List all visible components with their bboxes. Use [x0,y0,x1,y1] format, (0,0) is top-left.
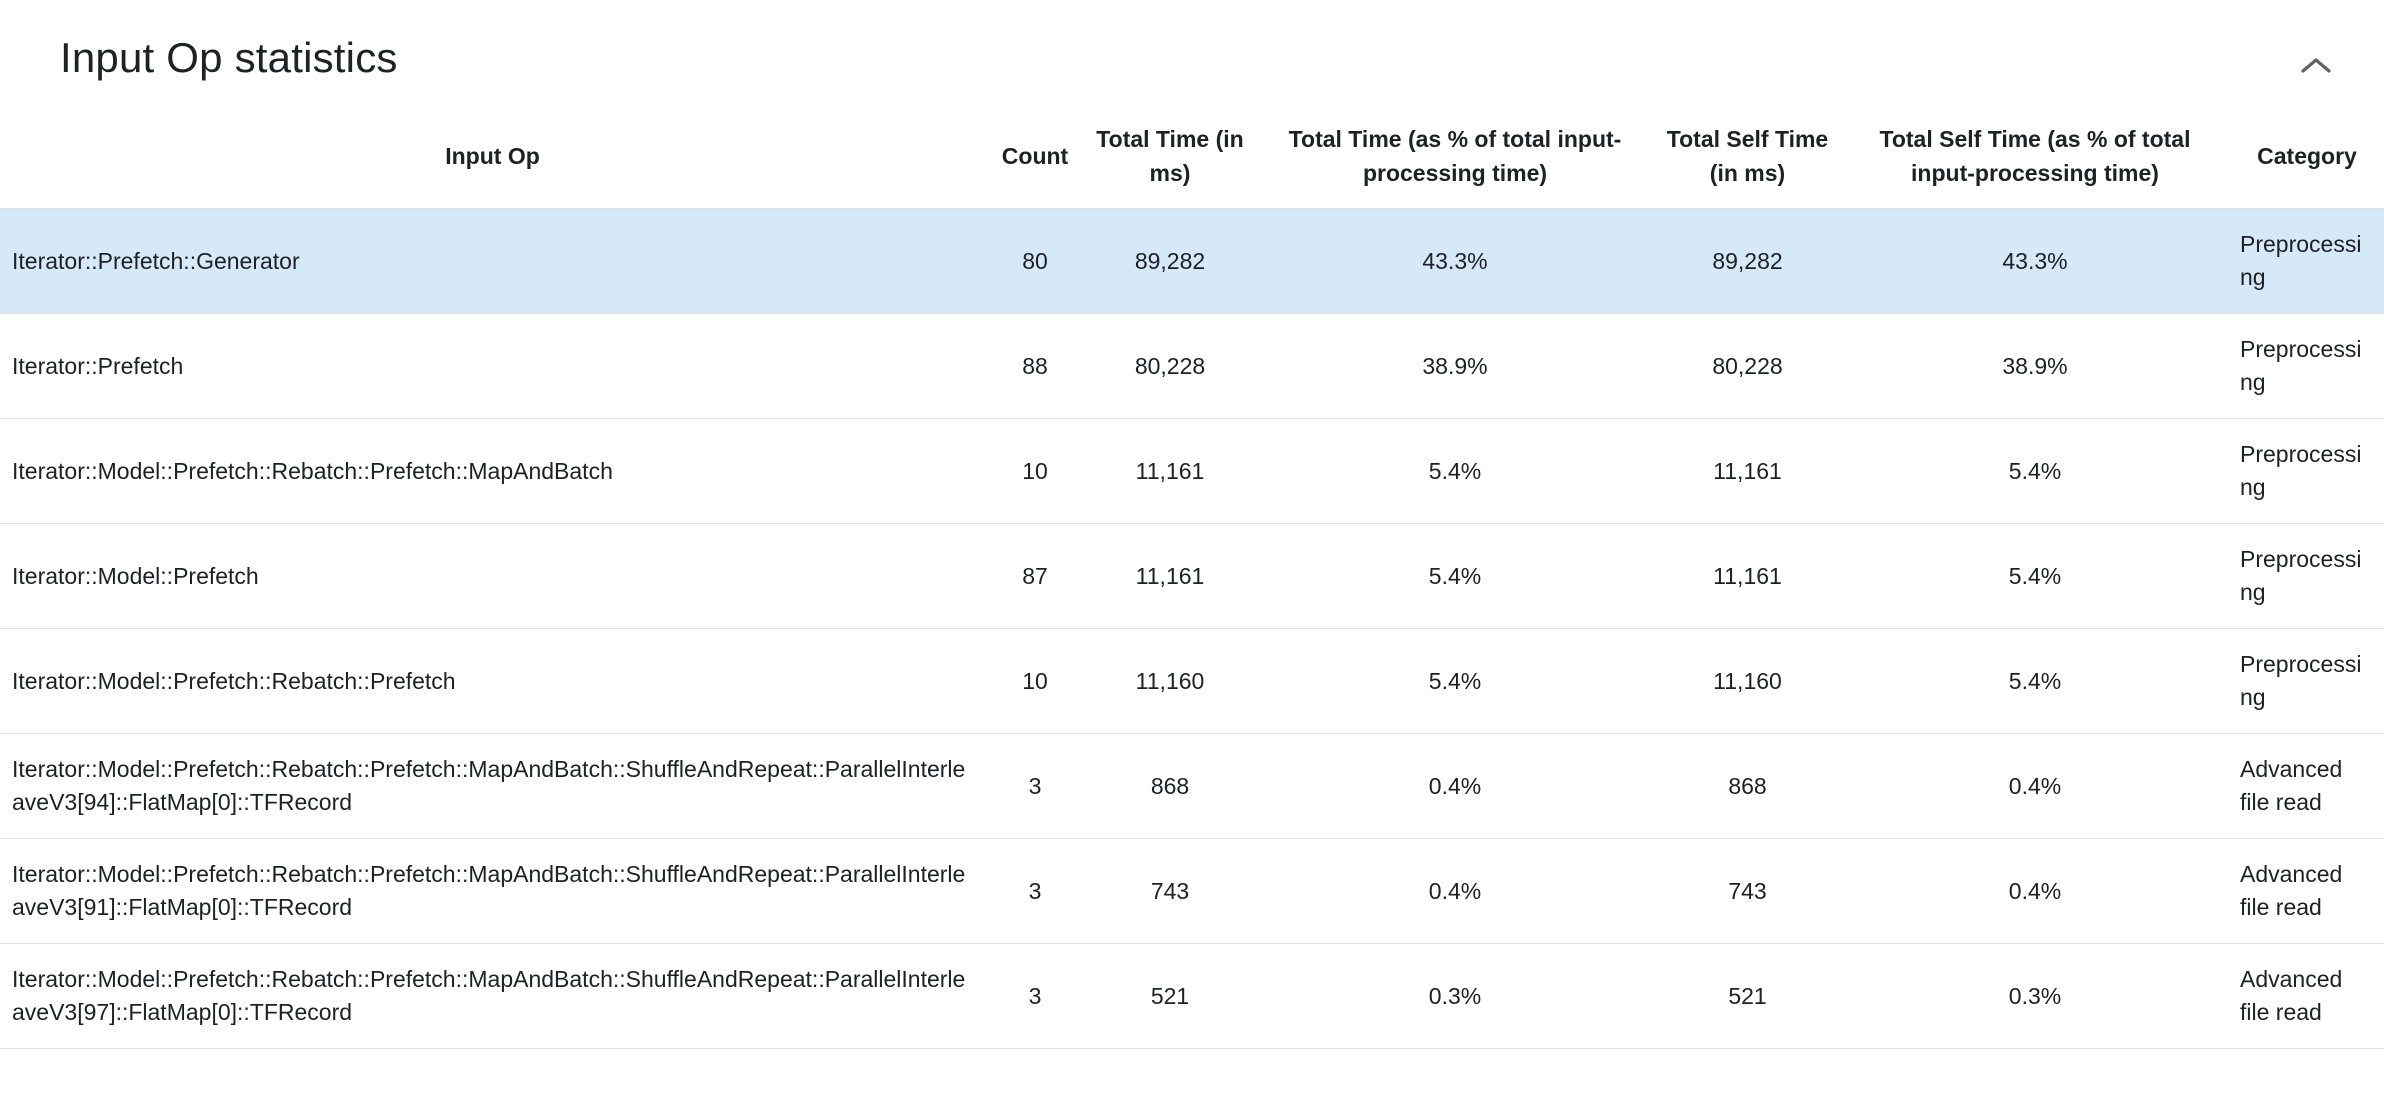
section-header: Input Op statistics [0,0,2384,108]
cell-count: 80 [985,208,1085,314]
table-row[interactable]: Iterator::Model::Prefetch::Rebatch::Pref… [0,943,2384,1049]
cell-category: Preprocessing [2230,523,2384,629]
cell-self-time: 743 [1655,838,1840,944]
cell-self-time: 11,161 [1655,523,1840,629]
cell-self-time-percent: 0.4% [1840,838,2230,944]
cell-total-time: 89,282 [1085,208,1255,314]
cell-total-time: 521 [1085,943,1255,1049]
cell-self-time-percent: 38.9% [1840,313,2230,419]
cell-total-time: 11,160 [1085,628,1255,734]
cell-count: 10 [985,628,1085,734]
cell-count: 88 [985,313,1085,419]
table-row[interactable]: Iterator::Prefetch 88 80,228 38.9% 80,228 38.… [0,313,2384,419]
cell-input-op: Iterator::Prefetch [0,313,985,419]
cell-total-time-percent: 5.4% [1255,523,1655,629]
cell-self-time-percent: 5.4% [1840,418,2230,524]
cell-total-time: 11,161 [1085,418,1255,524]
cell-total-time-percent: 0.3% [1255,943,1655,1049]
table-row[interactable]: Iterator::Model::Prefetch::Rebatch::Pref… [0,628,2384,734]
cell-self-time-percent: 5.4% [1840,628,2230,734]
cell-count: 3 [985,943,1085,1049]
cell-category: Advanced file read [2230,733,2384,839]
cell-self-time: 521 [1655,943,1840,1049]
cell-input-op: Iterator::Model::Prefetch::Rebatch::Pref… [0,628,985,734]
cell-self-time: 89,282 [1655,208,1840,314]
cell-count: 87 [985,523,1085,629]
column-header-count[interactable]: Count [1001,143,1069,169]
cell-self-time: 11,161 [1655,418,1840,524]
table-row[interactable]: Iterator::Model::Prefetch 87 11,161 5.4% 11,… [0,523,2384,629]
cell-category: Preprocessing [2230,418,2384,524]
table-header: Input Op Count Total Time (in ms) Total … [0,108,2384,209]
cell-category: Preprocessing [2230,208,2384,314]
cell-self-time-percent: 5.4% [1840,523,2230,629]
cell-count: 10 [985,418,1085,524]
cell-self-time-percent: 43.3% [1840,208,2230,314]
section-title: Input Op statistics [60,34,398,81]
input-op-statistics-table: Input Op Count Total Time (in ms) Total … [0,108,2384,1049]
cell-count: 3 [985,733,1085,839]
chevron-up-icon [2299,56,2333,76]
table-row[interactable]: Iterator::Model::Prefetch::Rebatch::Pref… [0,733,2384,839]
column-header-self-time-pct[interactable]: Total Self Time (as % of total input-pro… [1879,126,2191,186]
cell-category: Advanced file read [2230,943,2384,1049]
column-header-self-time[interactable]: Total Self Time (in ms) [1666,126,1829,186]
cell-self-time-percent: 0.3% [1840,943,2230,1049]
collapse-section-button[interactable] [2294,44,2338,88]
cell-total-time: 743 [1085,838,1255,944]
cell-input-op: Iterator::Model::Prefetch::Rebatch::Pref… [0,943,985,1049]
cell-input-op: Iterator::Model::Prefetch [0,523,985,629]
cell-input-op: Iterator::Model::Prefetch::Rebatch::Pref… [0,418,985,524]
cell-input-op: Iterator::Prefetch::Generator [0,208,985,314]
column-header-total-time-pct[interactable]: Total Time (as % of total input-processi… [1288,126,1622,186]
cell-input-op: Iterator::Model::Prefetch::Rebatch::Pref… [0,838,985,944]
cell-total-time: 868 [1085,733,1255,839]
table-body: Iterator::Prefetch::Generator 80 89,282 43.… [0,208,2384,1049]
cell-self-time-percent: 0.4% [1840,733,2230,839]
cell-self-time: 11,160 [1655,628,1840,734]
cell-total-time-percent: 0.4% [1255,733,1655,839]
cell-total-time: 11,161 [1085,523,1255,629]
cell-self-time: 80,228 [1655,313,1840,419]
cell-total-time-percent: 38.9% [1255,313,1655,419]
cell-total-time-percent: 0.4% [1255,838,1655,944]
cell-category: Preprocessing [2230,313,2384,419]
column-header-total-time[interactable]: Total Time (in ms) [1096,126,1244,186]
cell-self-time: 868 [1655,733,1840,839]
cell-total-time-percent: 5.4% [1255,628,1655,734]
table-row[interactable]: Iterator::Model::Prefetch::Rebatch::Pref… [0,418,2384,524]
cell-category: Advanced file read [2230,838,2384,944]
cell-total-time-percent: 43.3% [1255,208,1655,314]
column-header-category[interactable]: Category [2257,143,2357,169]
cell-input-op: Iterator::Model::Prefetch::Rebatch::Pref… [0,733,985,839]
cell-count: 3 [985,838,1085,944]
cell-category: Preprocessing [2230,628,2384,734]
column-header-input-op[interactable]: Input Op [445,143,540,169]
cell-total-time: 80,228 [1085,313,1255,419]
cell-total-time-percent: 5.4% [1255,418,1655,524]
table-row[interactable]: Iterator::Prefetch::Generator 80 89,282 43.… [0,208,2384,314]
header-row: Input Op Count Total Time (in ms) Total … [0,108,2384,209]
table-row[interactable]: Iterator::Model::Prefetch::Rebatch::Pref… [0,838,2384,944]
